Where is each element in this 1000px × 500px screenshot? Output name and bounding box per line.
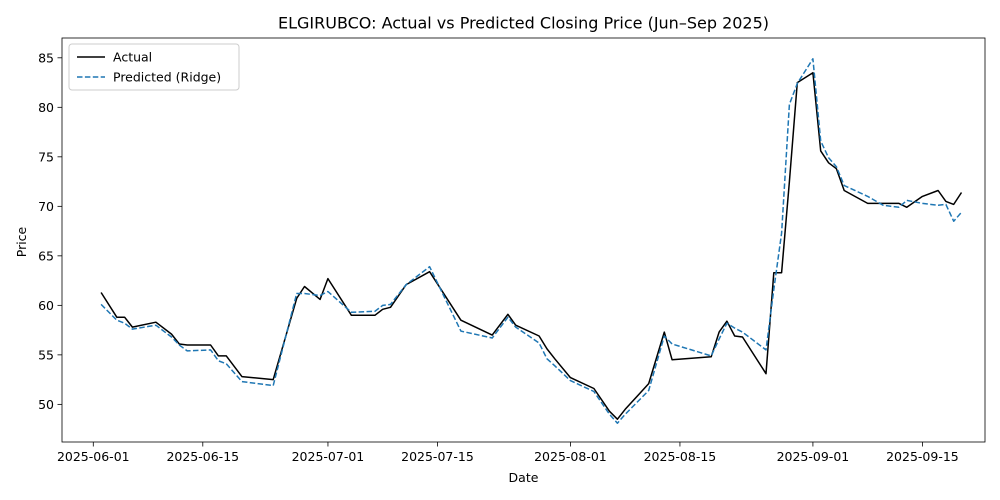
y-tick-label-3: 65 [38, 248, 54, 263]
x-tick-label-4: 2025-08-01 [534, 449, 607, 464]
series-line-0 [100, 71, 963, 420]
y-tick-label-7: 85 [38, 50, 54, 65]
y-tick-label-5: 75 [38, 149, 54, 164]
y-axis-label: Price [14, 226, 29, 257]
x-tick-label-7: 2025-09-15 [886, 449, 959, 464]
x-tick-label-3: 2025-07-15 [401, 449, 474, 464]
plot-area: 2025-06-01 2025-06-15 2025-07-01 2025-07-15… [38, 37, 986, 464]
legend-label-0: Actual [113, 50, 152, 65]
plot-frame [61, 37, 986, 443]
x-tick-label-6: 2025-09-01 [777, 449, 850, 464]
y-tick-label-0: 50 [38, 397, 54, 412]
y-tick-label-6: 80 [38, 100, 54, 115]
legend-box [68, 43, 240, 91]
x-tick-label-5: 2025-08-15 [644, 449, 717, 464]
x-tick-label-1: 2025-06-15 [166, 449, 239, 464]
x-tick-label-0: 2025-06-01 [57, 449, 130, 464]
legend-label-1: Predicted (Ridge) [113, 70, 221, 85]
chart-legend: Actual Predicted (Ridge) [68, 43, 240, 91]
y-tick-label-1: 55 [38, 347, 54, 362]
x-tick-label-2: 2025-07-01 [292, 449, 365, 464]
chart-title: ELGIRUBCO: Actual vs Predicted Closing P… [278, 14, 769, 33]
series-line-1 [100, 58, 963, 424]
y-tick-label-4: 70 [38, 199, 54, 214]
y-tick-label-2: 60 [38, 298, 54, 313]
x-axis-label: Date [509, 470, 539, 485]
